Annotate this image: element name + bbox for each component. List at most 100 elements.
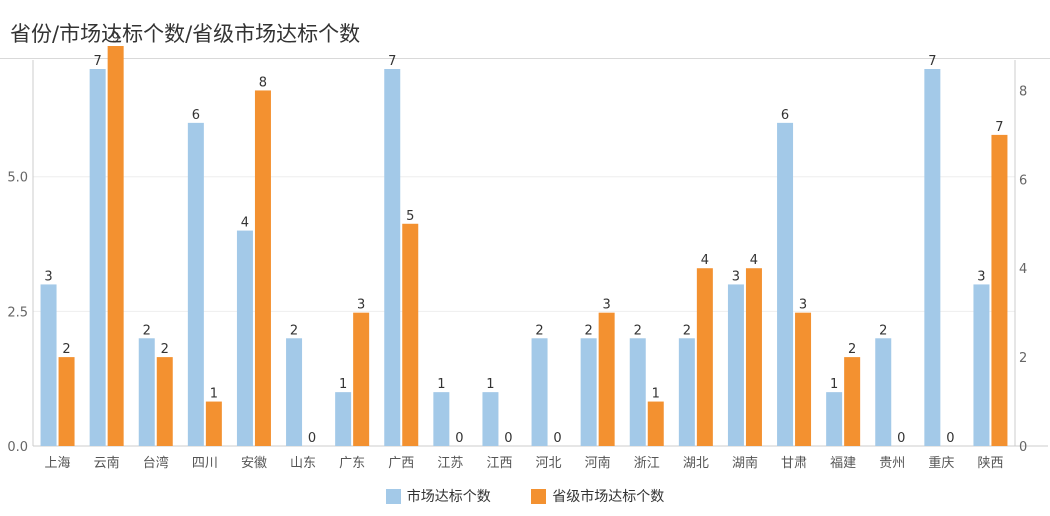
- x-tick-label: 四川: [192, 456, 218, 471]
- x-tick-label: 云南: [94, 455, 120, 471]
- x-tick-label: 贵州: [879, 456, 905, 471]
- bar-market: [187, 122, 204, 446]
- data-label-market: 7: [928, 54, 936, 69]
- legend-swatch-market: [385, 488, 401, 504]
- bar-province: [745, 268, 762, 446]
- data-label-province: 8: [259, 75, 267, 90]
- x-tick-label: 广东: [339, 456, 365, 471]
- data-label-province: 0: [553, 431, 561, 446]
- x-tick-label: 浙江: [634, 456, 660, 471]
- bar-province: [991, 134, 1008, 446]
- bar-province: [844, 357, 861, 446]
- data-label-market: 1: [486, 377, 494, 392]
- bar-province: [107, 46, 124, 446]
- bar-market: [973, 284, 990, 446]
- data-label-market: 3: [977, 269, 985, 284]
- data-label-market: 1: [830, 377, 838, 392]
- data-label-market: 2: [634, 323, 642, 338]
- bar-market: [531, 338, 548, 446]
- data-label-market: 2: [585, 323, 593, 338]
- bar-market: [727, 284, 744, 446]
- data-label-province: 9: [112, 31, 120, 46]
- data-label-market: 7: [388, 54, 396, 69]
- y-tick-label-left: 5.0: [7, 171, 28, 186]
- data-label-province: 3: [357, 298, 365, 313]
- legend-swatch-province: [531, 488, 547, 504]
- data-label-province: 3: [603, 298, 611, 313]
- y-tick-label-right: 0: [1019, 440, 1027, 455]
- x-tick-label: 河北: [536, 456, 562, 471]
- data-label-province: 0: [897, 431, 905, 446]
- data-label-market: 3: [732, 269, 740, 284]
- bar-market: [236, 230, 253, 446]
- chart-title: 省份/市场达标个数/省级市场达标个数: [10, 22, 361, 46]
- bar-province: [598, 312, 615, 446]
- x-tick-label: 甘肃: [781, 456, 807, 471]
- bar-province: [647, 401, 664, 446]
- bar-market: [89, 69, 106, 446]
- data-label-market: 2: [143, 323, 151, 338]
- bar-market: [433, 392, 450, 446]
- y-tick-label-right: 8: [1019, 84, 1027, 99]
- bar-market: [40, 284, 57, 446]
- y-tick-label-right: 4: [1019, 262, 1027, 277]
- data-label-market: 2: [683, 323, 691, 338]
- data-label-market: 2: [290, 323, 298, 338]
- y-tick-label-right: 2: [1019, 351, 1027, 366]
- bar-market: [335, 392, 352, 446]
- bar-chart: 0.02.55.002468上海32云南79台湾22四川61安徽48山东20广东…: [7, 31, 1048, 471]
- y-tick-label-left: 2.5: [7, 305, 28, 320]
- data-label-province: 0: [455, 431, 463, 446]
- legend-label-province: 省级市场达标个数: [552, 489, 665, 505]
- data-label-market: 6: [192, 108, 200, 123]
- legend-label-market: 市场达标个数: [406, 489, 491, 505]
- data-label-province: 4: [701, 253, 709, 268]
- x-tick-label: 湖北: [683, 456, 709, 471]
- x-tick-label: 山东: [290, 456, 316, 471]
- bar-province: [156, 357, 173, 446]
- bar-market: [580, 338, 597, 446]
- title-divider: [0, 58, 1050, 59]
- data-label-province: 3: [799, 298, 807, 313]
- x-tick-label: 湖南: [732, 455, 758, 471]
- bar-province: [353, 312, 370, 446]
- data-label-province: 5: [406, 209, 414, 224]
- legend-item-province[interactable]: 省级市场达标个数: [531, 486, 664, 506]
- data-label-province: 2: [62, 342, 70, 357]
- x-tick-label: 河南: [585, 455, 611, 471]
- bar-province: [795, 312, 812, 446]
- data-label-market: 2: [535, 323, 543, 338]
- bar-market: [384, 69, 401, 446]
- bar-market: [777, 122, 794, 446]
- data-label-province: 7: [995, 120, 1003, 135]
- bar-province: [254, 90, 271, 446]
- data-label-province: 2: [848, 342, 856, 357]
- data-label-province: 0: [946, 431, 954, 446]
- data-label-market: 6: [781, 108, 789, 123]
- bar-market: [286, 338, 303, 446]
- data-label-market: 7: [94, 54, 102, 69]
- data-label-province: 2: [161, 342, 169, 357]
- y-tick-label-left: 0.0: [7, 440, 28, 455]
- bar-market: [924, 69, 941, 446]
- bar-province: [696, 268, 713, 446]
- bar-province: [402, 223, 419, 446]
- x-tick-label: 广西: [388, 456, 414, 471]
- data-label-province: 1: [652, 387, 660, 402]
- x-tick-label: 陕西: [977, 456, 1003, 471]
- data-label-province: 4: [750, 253, 758, 268]
- bar-market: [138, 338, 155, 446]
- bar-province: [58, 357, 75, 446]
- x-tick-label: 江苏: [437, 455, 463, 471]
- legend-item-market[interactable]: 市场达标个数: [385, 486, 491, 506]
- data-label-province: 0: [308, 431, 316, 446]
- x-tick-label: 福建: [830, 456, 856, 471]
- bar-market: [826, 392, 843, 446]
- x-tick-label: 安徽: [241, 456, 267, 471]
- data-label-market: 3: [44, 269, 52, 284]
- x-tick-label: 江西: [486, 456, 512, 471]
- data-label-market: 1: [437, 377, 445, 392]
- bar-market: [678, 338, 695, 446]
- data-label-market: 2: [879, 323, 887, 338]
- bar-market: [629, 338, 646, 446]
